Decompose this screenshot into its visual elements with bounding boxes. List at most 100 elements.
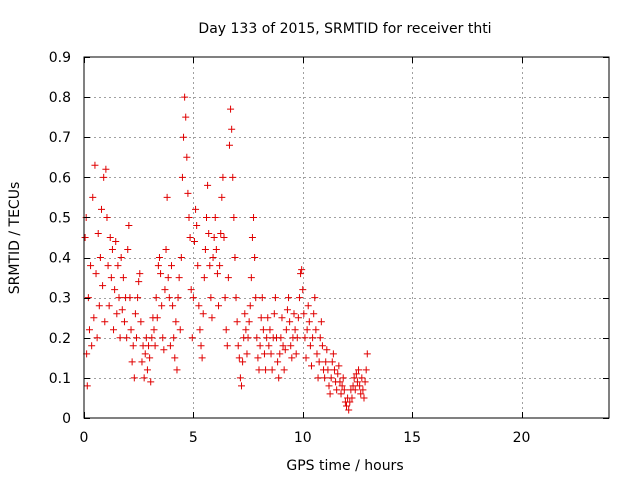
- data-point: [290, 310, 298, 318]
- data-point: [298, 266, 306, 274]
- data-point: [358, 374, 366, 382]
- data-point: [183, 153, 191, 161]
- data-point: [204, 181, 212, 189]
- data-point: [233, 318, 241, 326]
- data-point: [190, 238, 198, 246]
- data-point: [287, 342, 295, 350]
- data-point: [106, 234, 114, 241]
- data-point: [199, 310, 207, 318]
- data-point: [165, 294, 173, 302]
- data-point: [201, 246, 209, 254]
- data-point: [153, 314, 161, 322]
- data-point: [172, 318, 180, 326]
- data-point: [247, 274, 255, 282]
- data-point: [350, 374, 358, 382]
- data-point: [256, 342, 264, 350]
- x-tick-labels: 0 5 10 15 20: [80, 430, 531, 446]
- data-point: [187, 286, 195, 294]
- data-point: [221, 294, 229, 302]
- data-point: [163, 193, 171, 201]
- data-point: [203, 213, 210, 221]
- data-point: [266, 326, 274, 334]
- data-point: [246, 302, 254, 310]
- data-point: [94, 229, 102, 237]
- data-point: [195, 302, 203, 310]
- data-point: [316, 334, 324, 342]
- chart-title: Day 133 of 2015, SRMTID for receiver tht…: [198, 21, 491, 37]
- data-point: [213, 270, 221, 278]
- data-point: [112, 238, 120, 246]
- data-point: [104, 262, 112, 270]
- data-point: [147, 378, 155, 386]
- y-axis-label: SRMTID / TECUs: [7, 182, 23, 295]
- data-point: [96, 254, 104, 262]
- data-point: [192, 205, 200, 213]
- data-point: [340, 386, 348, 394]
- data-point: [158, 302, 166, 310]
- data-point: [355, 366, 363, 374]
- data-point: [258, 294, 266, 302]
- data-point: [311, 294, 319, 302]
- data-point: [161, 286, 169, 294]
- data-point: [208, 314, 216, 322]
- data-point: [362, 366, 370, 374]
- data-point: [317, 318, 325, 326]
- data-point: [145, 342, 153, 350]
- data-point: [212, 246, 220, 254]
- data-point: [280, 366, 288, 374]
- data-point: [146, 354, 154, 362]
- x-tick-label: 0: [80, 430, 89, 446]
- data-point: [159, 334, 167, 342]
- data-point: [120, 318, 128, 326]
- data-point: [325, 382, 333, 390]
- data-point: [210, 234, 218, 241]
- data-point: [102, 165, 110, 173]
- data-point: [265, 342, 273, 350]
- data-point: [134, 294, 142, 302]
- data-point: [85, 326, 93, 334]
- data-point: [242, 326, 250, 334]
- data-point: [200, 274, 208, 282]
- data-point: [143, 366, 151, 374]
- data-point: [234, 342, 242, 350]
- data-point: [299, 286, 307, 294]
- data-point: [184, 189, 192, 197]
- data-point: [231, 254, 239, 262]
- data-point: [333, 386, 341, 394]
- data-point: [285, 294, 293, 302]
- data-point: [118, 306, 126, 314]
- data-point: [293, 334, 301, 342]
- data-point: [238, 382, 245, 390]
- data-point: [171, 354, 179, 362]
- data-point: [260, 350, 268, 358]
- y-tick-labels: 0 0.1 0.2 0.3 0.4 0.5 0.6 0.7 0.8 0.9: [49, 50, 71, 427]
- data-point: [239, 358, 247, 366]
- data-point: [329, 350, 337, 358]
- data-point: [255, 366, 263, 374]
- data-point: [334, 370, 342, 378]
- data-point: [164, 274, 172, 282]
- data-point: [313, 350, 321, 358]
- data-point: [360, 394, 368, 402]
- data-point: [110, 326, 118, 334]
- data-point: [196, 326, 204, 334]
- y-tick-label: 0: [62, 411, 71, 427]
- data-point: [348, 394, 356, 402]
- data-point: [301, 334, 309, 342]
- y-tick-label: 0.7: [49, 130, 71, 146]
- data-point: [312, 326, 320, 334]
- data-point: [321, 374, 329, 382]
- data-point: [235, 354, 243, 362]
- data-point: [130, 374, 138, 382]
- data-point: [264, 314, 272, 322]
- data-point: [206, 262, 214, 270]
- data-point: [117, 254, 125, 262]
- data-point: [262, 366, 270, 374]
- data-point: [363, 350, 371, 358]
- data-point: [315, 358, 323, 366]
- data-point: [338, 382, 346, 390]
- data-point: [343, 402, 350, 410]
- data-point: [154, 262, 162, 270]
- data-point: [198, 354, 206, 362]
